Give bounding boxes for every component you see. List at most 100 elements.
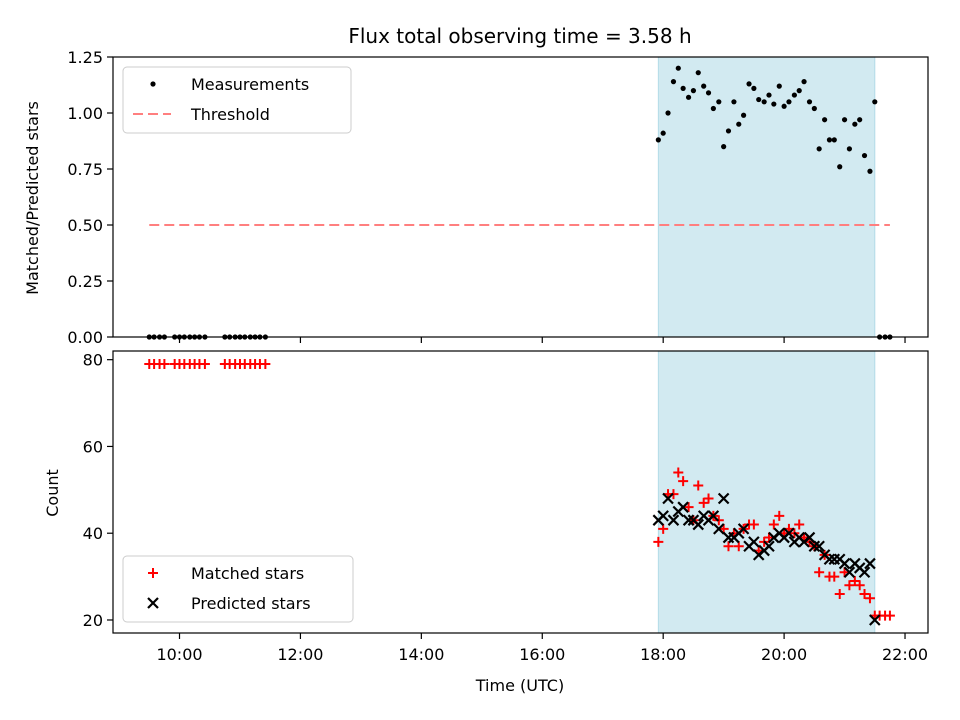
matched-star-point <box>693 480 704 491</box>
matched-star-point <box>774 510 785 521</box>
y-tick-label: 0.00 <box>67 328 103 347</box>
measurement-point <box>725 128 732 134</box>
measurement-point <box>690 88 697 94</box>
predicted-star-point <box>763 540 775 553</box>
legend-matched-marker <box>148 568 158 578</box>
matched-star-point <box>794 519 805 530</box>
matched-star-point <box>834 588 845 599</box>
measurement-point <box>846 146 853 152</box>
measurement-point <box>670 79 677 85</box>
measurement-point <box>852 121 858 127</box>
measurement-point <box>816 146 822 152</box>
y-tick-label: 20 <box>83 611 103 630</box>
matched-star-point <box>748 519 759 530</box>
matched-star-point <box>678 476 689 487</box>
predicted-star-point <box>657 510 669 522</box>
measurement-point <box>655 137 661 143</box>
measurement-point <box>791 92 797 98</box>
x-tick-label: 20:00 <box>761 645 807 664</box>
measurement-point <box>751 85 757 91</box>
matched-star-point <box>703 493 714 504</box>
measurement-point <box>716 99 722 105</box>
predicted-stars-series <box>652 492 881 626</box>
measurement-point <box>710 105 716 112</box>
predicted-star-point <box>843 566 856 579</box>
legend-entry-label: Threshold <box>190 105 270 124</box>
measurement-point <box>841 117 848 123</box>
legend-count: Matched stars Predicted stars <box>122 555 354 623</box>
plot-frame <box>112 350 929 634</box>
x-tick-label: 12:00 <box>277 645 323 664</box>
x-tick-label: 16:00 <box>519 645 565 664</box>
y-tick-label: 0.50 <box>67 216 103 235</box>
matched-star-point <box>673 467 684 478</box>
predicted-star-point <box>737 523 750 535</box>
measurement-point <box>796 88 802 94</box>
predicted-star-point <box>823 553 836 566</box>
predicted-star-point <box>707 510 720 522</box>
matched-star-point <box>854 580 865 591</box>
matched-star-point <box>159 359 170 370</box>
predicted-star-point <box>713 523 725 535</box>
matched-star-point <box>844 580 855 591</box>
predicted-star-point <box>803 531 816 544</box>
predicted-star-point <box>864 557 876 570</box>
measurement-point <box>731 99 737 105</box>
measurement-point <box>781 103 787 109</box>
measurement-point <box>806 99 813 105</box>
predicted-star-point <box>813 540 825 553</box>
predicted-star-point <box>677 501 689 513</box>
chart-title: Flux total observing time = 3.58 h <box>348 24 691 48</box>
predicted-star-point <box>838 557 851 570</box>
y-tick-label: 0.25 <box>67 272 103 291</box>
measurement-point <box>801 79 807 85</box>
predicted-star-point <box>869 614 881 626</box>
legend-box <box>122 555 354 623</box>
measurement-point <box>811 105 817 112</box>
measurement-point <box>665 110 671 116</box>
legend-measurements-marker <box>150 81 156 87</box>
legend-predicted-marker <box>147 597 159 609</box>
measurement-point <box>705 90 712 96</box>
measurement-point <box>861 152 868 159</box>
y-tick-label: 40 <box>83 524 103 543</box>
y-tick-label: 1.25 <box>67 48 103 67</box>
x-axis-label: Time (UTC) <box>475 676 564 695</box>
x-tick-label: 22:00 <box>882 645 928 664</box>
measurement-point <box>766 92 772 98</box>
x-tick-label: 14:00 <box>398 645 444 664</box>
matched-star-point <box>723 541 734 552</box>
legend-entry-label: Matched stars <box>191 564 304 583</box>
predicted-star-point <box>748 536 760 548</box>
matched-star-point <box>814 567 825 578</box>
y-tick-label: 1.00 <box>67 104 103 123</box>
top-y-axis-label: Matched/Predicted stars <box>23 101 42 295</box>
matched-star-point <box>653 536 664 547</box>
predicted-star-point <box>667 514 680 526</box>
legend-box <box>122 66 352 134</box>
matched-star-point <box>199 359 210 370</box>
observing-window-shade <box>657 350 876 634</box>
y-tick-label: 60 <box>83 437 103 456</box>
measurement-point <box>740 112 747 118</box>
matched-star-point <box>859 588 870 599</box>
x-tick-label: 18:00 <box>640 645 686 664</box>
bottom-y-axis-label: Count <box>43 469 62 517</box>
legend-ratio: Measurements Threshold <box>122 66 352 134</box>
measurement-point <box>736 121 742 127</box>
matched-star-point <box>768 519 779 530</box>
predicted-star-point <box>808 540 821 553</box>
measurement-point <box>786 99 792 105</box>
measurement-point <box>857 117 863 123</box>
measurement-point <box>675 65 681 71</box>
measurement-point <box>776 83 782 89</box>
matched-star-point <box>829 571 840 582</box>
matched-star-point <box>698 497 709 508</box>
measurement-point <box>761 99 767 105</box>
legend-entry-label: Predicted stars <box>191 594 311 613</box>
matched-star-point <box>260 359 271 370</box>
measurement-point <box>660 130 666 136</box>
measurement-point <box>680 85 686 91</box>
predicted-star-point <box>692 518 705 531</box>
